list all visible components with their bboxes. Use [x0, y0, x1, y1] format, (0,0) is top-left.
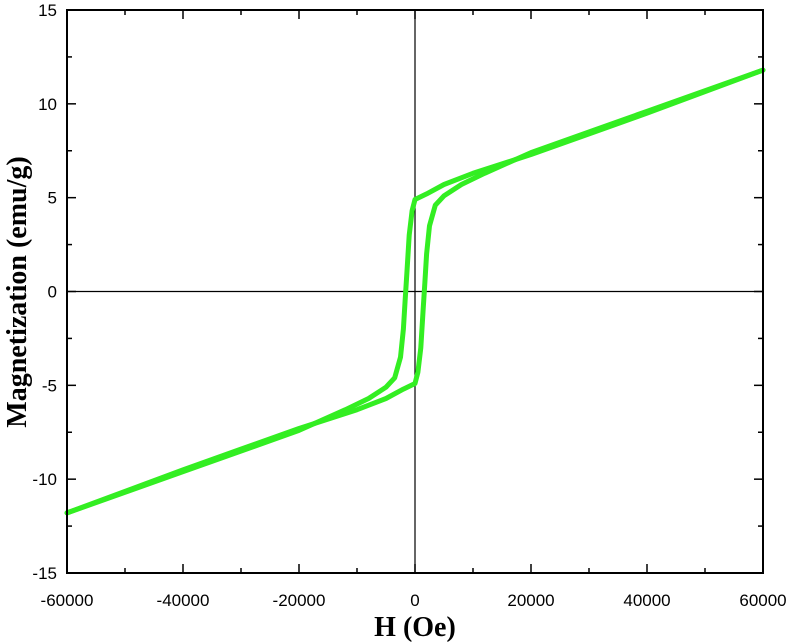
x-axis-title: H (Oe)	[374, 612, 456, 642]
series-line-2	[64, 67, 766, 516]
y-tick-label: 0	[48, 283, 57, 302]
x-tick-label: 40000	[623, 591, 670, 610]
y-tick-label: 10	[38, 95, 57, 114]
y-tick-label: -5	[42, 376, 57, 395]
x-tick-label: -20000	[273, 591, 326, 610]
zero-lines	[67, 10, 763, 573]
y-axis-title: Magnetization (emu/g)	[2, 156, 33, 427]
x-tick-label: 60000	[739, 591, 786, 610]
curves	[64, 67, 766, 516]
y-tick-label: -15	[32, 564, 57, 583]
y-axis-ticks: 15 10 5 0 -5 -10 -15	[32, 1, 763, 583]
y-tick-label: -10	[32, 470, 57, 489]
y-tick-label: 5	[48, 189, 57, 208]
x-tick-label: -60000	[41, 591, 94, 610]
y-tick-label: 15	[38, 1, 57, 20]
x-axis-ticks: -60000 -40000 -20000 0 20000 40000 60000	[41, 10, 787, 610]
x-tick-label: 0	[410, 591, 419, 610]
x-tick-label: 20000	[507, 591, 554, 610]
x-tick-label: -40000	[157, 591, 210, 610]
